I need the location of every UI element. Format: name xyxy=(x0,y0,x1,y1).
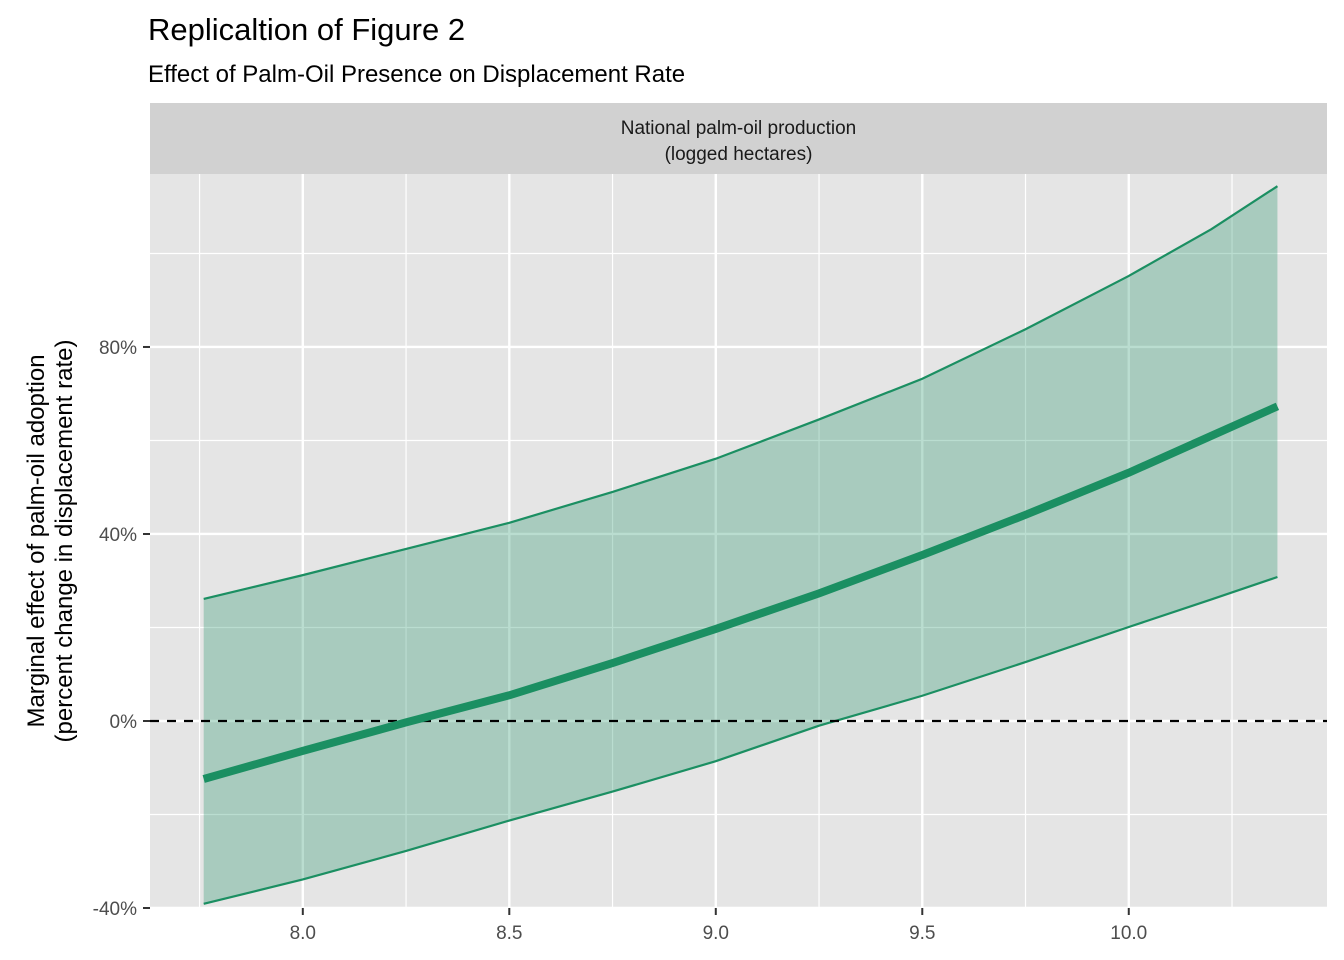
facet-label-line-2: (logged hectares) xyxy=(665,144,813,165)
lower-bound-line xyxy=(203,575,1278,905)
facet-strip xyxy=(150,103,1327,174)
facet-label-line-1: National palm-oil production xyxy=(621,118,857,139)
x-tick-label: 9.5 xyxy=(909,923,935,944)
chart-title: Replicaltion of Figure 2 xyxy=(148,12,465,47)
confidence-ribbon xyxy=(203,186,1278,904)
x-tick-label: 8.0 xyxy=(290,923,316,944)
y-tick-label: 80% xyxy=(99,338,137,359)
y-tick-label: -40% xyxy=(93,899,137,920)
x-tick-label: 10.0 xyxy=(1110,923,1147,944)
chart-subtitle: Effect of Palm-Oil Presence on Displacem… xyxy=(148,61,685,88)
upper-bound-line xyxy=(203,185,1279,601)
y-axis-title-line-1: Marginal effect of palm-oil adoption xyxy=(23,354,50,727)
y-tick-label: 40% xyxy=(99,525,137,546)
plot-panel xyxy=(150,174,1327,908)
x-tick-label: 8.5 xyxy=(496,923,522,944)
y-axis-title-line-2: (percent change in displacement rate) xyxy=(51,340,78,743)
y-tick-label: 0% xyxy=(110,712,138,733)
x-tick-label: 9.0 xyxy=(703,923,729,944)
estimate-line xyxy=(202,402,1280,783)
x-axis: 8.0 8.5 9.0 9.5 10.0 xyxy=(290,908,1147,944)
y-axis: -40% 0% 40% 80% xyxy=(93,338,150,920)
